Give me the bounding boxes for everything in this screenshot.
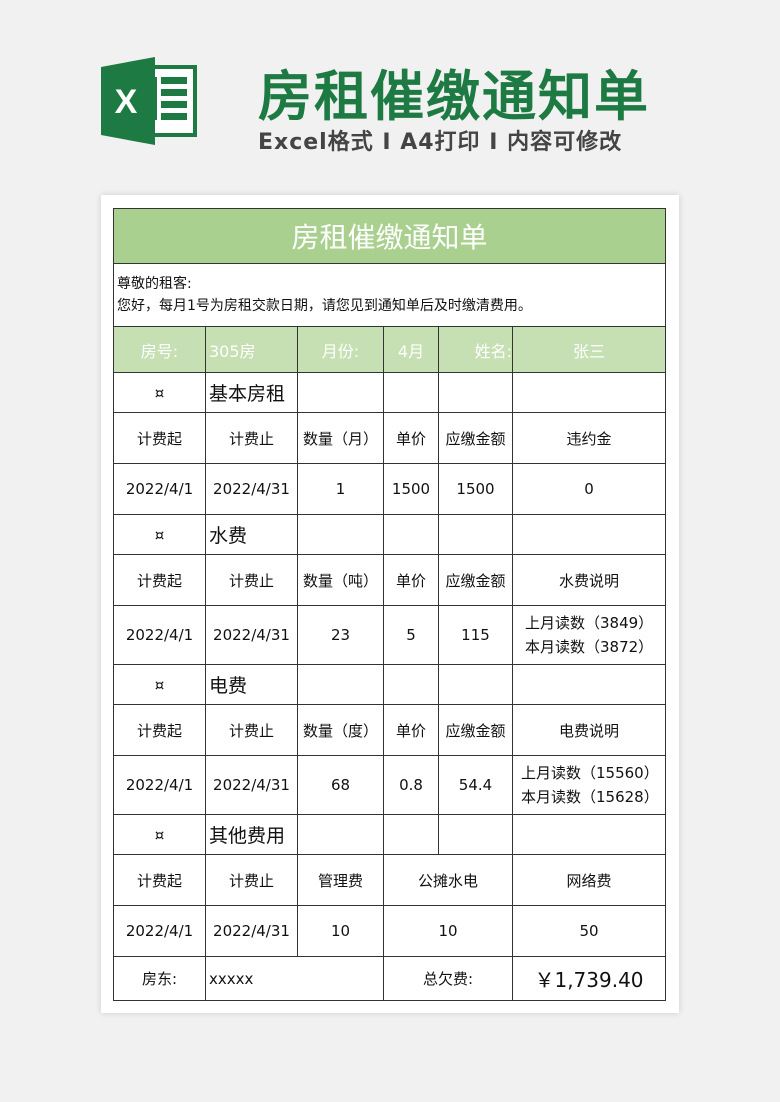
header-row: 计费起 计费止 数量（月） 单价 应缴金额 违约金 (113, 412, 666, 464)
total-value: ￥1,739.40 (512, 956, 666, 1001)
name-label: 姓名: (438, 326, 513, 373)
month-value[interactable]: 4月 (383, 326, 439, 373)
intro: 尊敬的租客: 您好，每月1号为房租交款日期，请您见到通知单后及时缴清费用。 (113, 263, 666, 327)
room-value[interactable]: 305房 (205, 326, 298, 373)
notice-table: 房租催缴通知单 尊敬的租客: 您好，每月1号为房租交款日期，请您见到通知单后及时缴… (113, 208, 666, 1001)
banner-title: 房租催缴通知单 (258, 65, 650, 128)
header-row: 计费起 计费止 管理费 公摊水电 网络费 (113, 854, 666, 906)
form-title: 房租催缴通知单 (113, 208, 666, 264)
section-other: ¤ 其他费用 (113, 814, 666, 855)
data-row[interactable]: 2022/4/1 2022/4/31 68 0.8 54.4 上月读数（15560） 本月读… (113, 755, 666, 815)
header-row: 计费起 计费止 数量（度） 单价 应缴金额 电费说明 (113, 704, 666, 756)
footer-row: 房东: xxxxx 总欠费: ￥1,739.40 (113, 956, 666, 1001)
data-row[interactable]: 2022/4/1 2022/4/31 23 5 115 上月读数（3849） 本月读数（38… (113, 605, 666, 665)
total-label: 总欠费: (383, 956, 513, 1001)
section-water: ¤ 水费 (113, 514, 666, 555)
svg-text:X: X (115, 83, 138, 121)
header-row: 计费起 计费止 数量（吨） 单价 应缴金额 水费说明 (113, 554, 666, 606)
section-power: ¤ 电费 (113, 664, 666, 705)
landlord-label: 房东: (113, 956, 206, 1001)
data-row[interactable]: 2022/4/1 2022/4/31 10 10 50 (113, 905, 666, 957)
landlord-value[interactable]: xxxxx (205, 956, 384, 1001)
name-value[interactable]: 张三 (512, 326, 666, 373)
section-rent: ¤ 基本房租 (113, 372, 666, 413)
room-label: 房号: (113, 326, 206, 373)
banner-subtitle: Excel格式 I A4打印 I 内容可修改 (258, 130, 623, 155)
info-row: 房号: 305房 月份: 4月 姓名: 张三 (113, 326, 666, 373)
excel-logo-icon: X (101, 57, 197, 145)
data-row[interactable]: 2022/4/1 2022/4/31 1 1500 1500 0 (113, 463, 666, 515)
month-label: 月份: (297, 326, 384, 373)
